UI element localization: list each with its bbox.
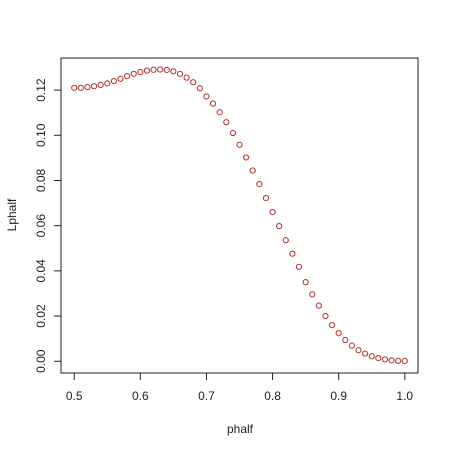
y-tick-label: 0.10 <box>34 123 48 147</box>
y-axis-label: Lphalf <box>5 198 19 231</box>
point <box>209 100 217 107</box>
y-tick-label: 0.04 <box>34 259 48 283</box>
point <box>276 223 283 230</box>
point <box>256 180 263 188</box>
point <box>401 357 408 365</box>
point <box>309 291 316 298</box>
y-tick-label: 0.12 <box>34 78 48 102</box>
point <box>170 68 177 75</box>
point <box>130 70 137 77</box>
x-tick-label: 1.0 <box>396 389 413 403</box>
point <box>269 209 276 216</box>
point <box>315 302 322 309</box>
point <box>216 109 223 116</box>
point <box>183 74 190 81</box>
point <box>368 353 375 360</box>
point <box>196 85 203 92</box>
point <box>137 68 144 76</box>
point <box>243 154 250 161</box>
point <box>355 347 362 354</box>
x-tick-label: 0.9 <box>330 389 347 403</box>
point <box>157 66 164 73</box>
y-tick-label: 0.00 <box>34 349 48 373</box>
point <box>84 84 91 91</box>
plot-frame <box>60 57 419 374</box>
point <box>362 350 369 357</box>
point <box>190 79 197 86</box>
point <box>163 66 170 74</box>
point <box>335 330 342 337</box>
point <box>302 279 309 286</box>
point <box>223 119 230 126</box>
y-tick-label: 0.02 <box>34 304 48 328</box>
point <box>388 357 395 364</box>
point <box>77 84 84 91</box>
point <box>143 67 151 74</box>
point <box>289 250 296 257</box>
point <box>328 321 336 329</box>
point <box>97 81 104 88</box>
point <box>395 357 402 364</box>
point <box>124 72 131 80</box>
y-tick-label: 0.08 <box>34 168 48 192</box>
point <box>262 195 270 202</box>
point <box>117 75 124 82</box>
point <box>342 336 349 344</box>
x-tick-label: 0.8 <box>264 389 281 403</box>
x-tick-label: 0.6 <box>132 389 149 403</box>
x-axis-label: phalf <box>227 422 254 436</box>
point <box>110 77 117 85</box>
point <box>295 263 303 270</box>
point <box>381 356 389 363</box>
point <box>348 342 355 349</box>
point <box>229 129 236 137</box>
point <box>375 354 382 362</box>
point <box>90 83 98 90</box>
point <box>150 66 157 73</box>
point <box>71 84 78 91</box>
y-tick-label: 0.06 <box>34 214 48 238</box>
point <box>322 312 329 320</box>
point <box>176 70 184 77</box>
point <box>249 167 256 174</box>
x-tick-label: 0.5 <box>66 389 83 403</box>
point <box>282 237 289 244</box>
point <box>203 93 210 100</box>
x-tick-label: 0.7 <box>198 389 215 403</box>
point <box>236 141 243 148</box>
point <box>104 80 111 87</box>
